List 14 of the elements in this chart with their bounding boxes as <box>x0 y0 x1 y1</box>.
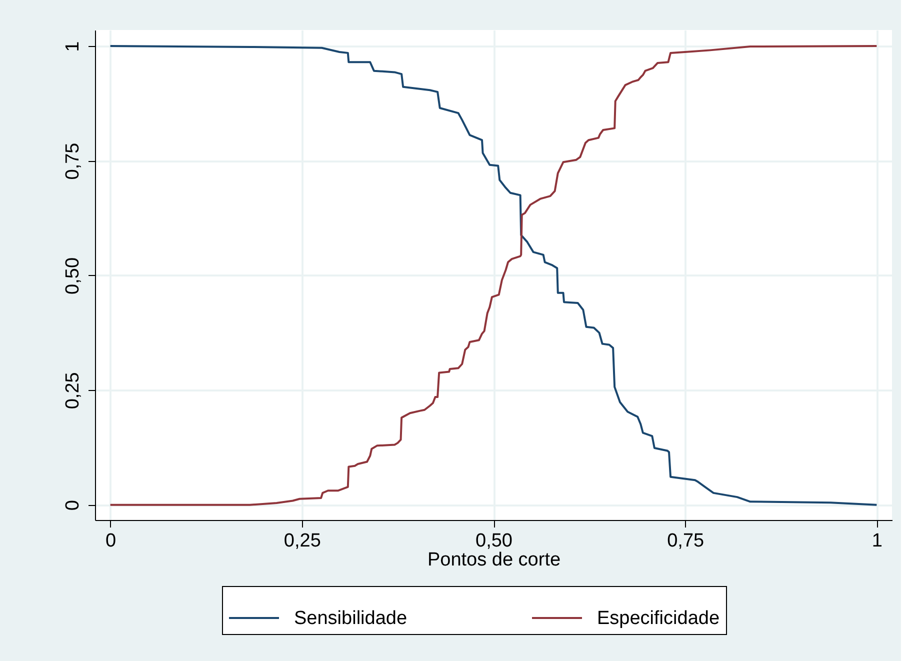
y-tick-label: 0 <box>62 500 84 511</box>
y-tick-label: 0,50 <box>62 257 84 294</box>
legend-label: Sensibilidade <box>294 608 408 629</box>
x-tick-label: 0,25 <box>284 530 321 552</box>
y-tick-label: 0,75 <box>62 142 84 180</box>
y-tick-label: 1 <box>62 41 84 52</box>
y-tick-label: 0,25 <box>62 372 84 410</box>
line-series <box>109 45 878 506</box>
x-tick-label: 0,75 <box>667 530 704 552</box>
x-tick-label: 0,50 <box>476 530 512 552</box>
x-tick-label: 1 <box>872 530 882 552</box>
x-tick-label: 0 <box>106 530 116 552</box>
legend-label: Especificidade <box>597 608 720 629</box>
x-axis-title: Pontos de corte <box>427 550 561 570</box>
